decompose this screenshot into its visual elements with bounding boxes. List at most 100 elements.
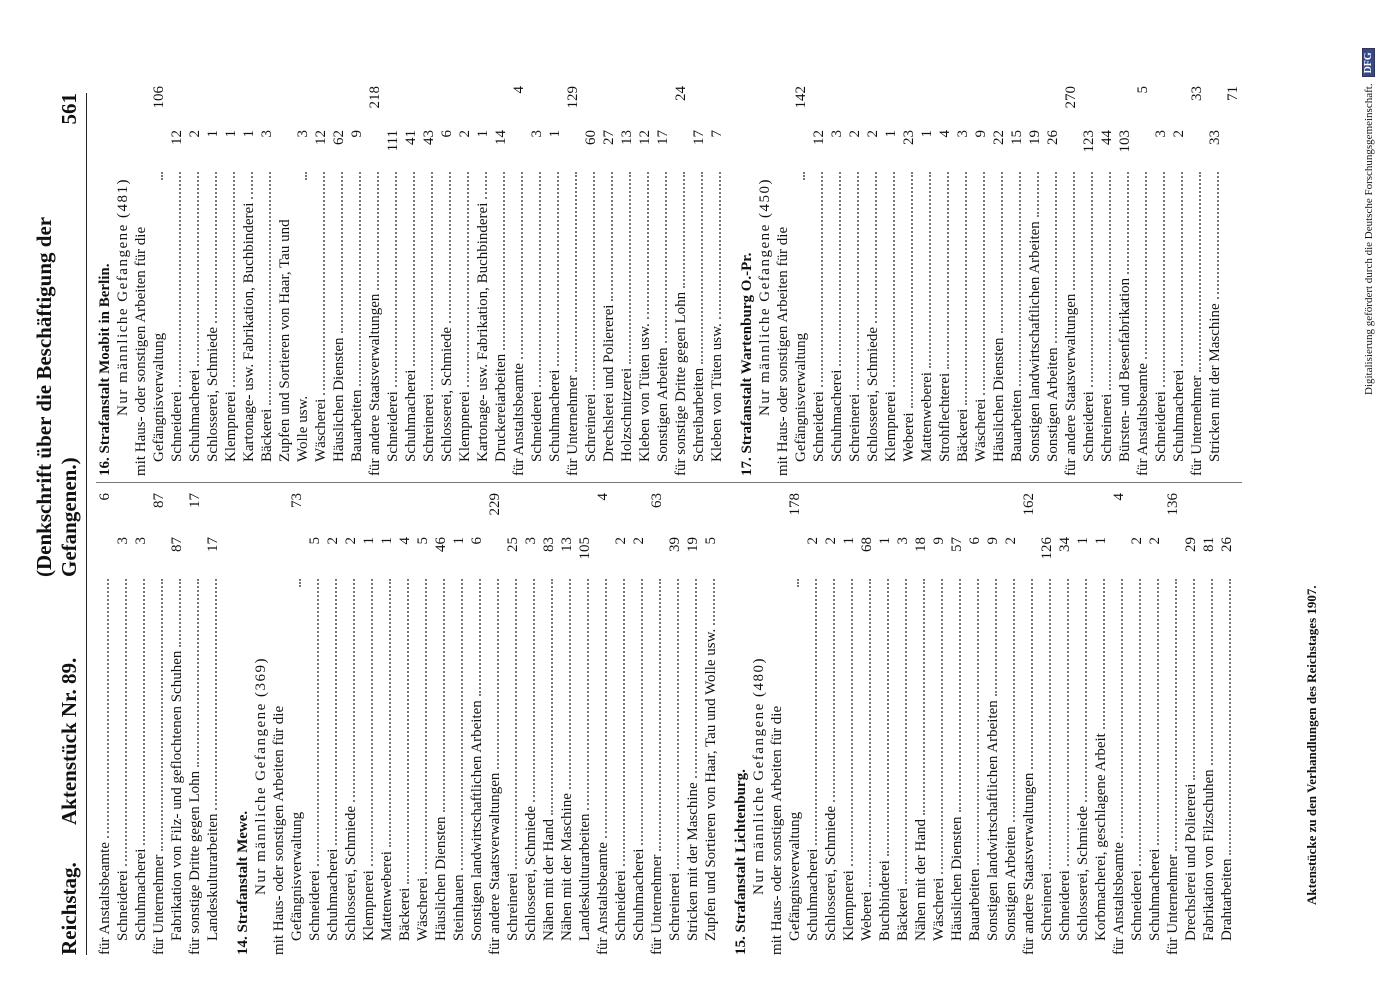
row-label: für andere Staatsverwaltungen [1063,293,1079,476]
row-label: für sonstige Dritte gegen Lohn [673,291,689,476]
row-label: Sonstigen landwirtschaftlichen Arbeiten [985,700,1001,941]
row-label: Kleben von Tüten usw. [709,323,725,462]
item-row: Klempnerei 1 [882,86,900,476]
trailing-number: 71 [1225,86,1241,101]
item-value: 1 [379,537,395,545]
item-value: 41 [403,130,419,145]
item-row: Mattenweberei 1 [918,86,936,476]
row-label: Wäscherei [415,877,431,941]
dot-leader [839,172,841,366]
row-label: Schlosserei, Schmiede [523,806,539,941]
row-label: Weberei [859,891,875,941]
row-label: Stricken mit der Maschine [685,782,701,941]
row-label: Strohflechterei [937,372,953,462]
item-value: 1 [841,537,857,545]
row-label: für Unternehmer [1189,375,1205,476]
row-label: für andere Staatsverwaltungen [487,772,503,955]
dot-leader [467,172,469,388]
item-value: 27 [601,130,617,145]
item-value: 14 [493,130,509,145]
item-value: 3 [295,130,311,138]
section-subheading: Nur männliche Gefangene (480) [751,656,767,895]
item-value: 1 [1093,537,1109,545]
row-label: Häuslichen Diensten [991,337,1007,462]
item-value: 26 [1045,130,1061,145]
dot-leader [1067,579,1069,867]
dot-leader [587,579,589,810]
item-row: Zupfen und Sortieren von Haar, Tau und W… [276,86,312,476]
row-label: für andere Staatsverwaltungen [367,293,383,476]
dot-leader [821,172,823,388]
row-label: Klempnerei [457,391,473,462]
item-row: Drahtarbeiten 26 [1218,493,1236,955]
item-value: 3 [115,537,131,545]
item-row: Drechslerei und Poliererei 27 [600,86,618,476]
row-label: Schlosserei, Schmiede [343,806,359,941]
row-label: Schreinerei [421,393,437,462]
item-row: Sonstigen landwirtschaftlichen Arbeiten 9 [984,493,1002,955]
item-row: Schneiderei 5 [306,493,324,955]
logo: DFG [1362,48,1375,78]
item-row: Schneiderei 2 [612,493,630,955]
item-row: Schuhmacherei 3 [828,86,846,476]
dot-leader [449,172,451,324]
dot-leader [425,579,427,874]
item-value: 34 [1057,537,1073,552]
dot-leader [1199,172,1201,372]
item-row: Bürsten- und Besenfabrikation 103 [1116,86,1134,476]
row-label: Schuhmacherei [1171,369,1187,462]
row-label: Schlosserei, Schmiede [1075,806,1091,941]
row-label: Sonstigen landwirtschaftlichen Arbeiten [1027,221,1043,462]
row-label: Mattenweberei [919,372,935,462]
group-total: 5 [1135,86,1151,94]
item-row: Mattenweberei 1 [378,493,396,955]
item-row: Drechslerei und Poliererei 29 [1182,493,1200,955]
item-row: Bauarbeiten 15 [1008,86,1026,476]
row-label: Drahtarbeiten [1219,858,1235,941]
item-row: Schreinerei 25 [504,493,522,955]
item-value: 3 [955,130,971,138]
item-value: 83 [541,537,557,552]
dot-leader [923,579,925,815]
dot-leader [503,172,505,350]
item-row: Schlosserei, Schmiede 2 [864,86,882,476]
item-value: 17 [691,130,707,145]
dot-leader [269,172,271,405]
item-value: 19 [685,537,701,552]
row-label: Sonstigen landwirtschaftlichen Arbeiten [469,700,485,941]
row-label: Wäscherei [973,398,989,462]
row-label: Steinhauen [451,874,467,941]
group-total: 6 [97,493,113,501]
row-label: Nähen mit der Maschine [559,793,575,941]
item-value: 12 [637,130,653,145]
item-row: Schlosserei, Schmiede 1 [204,86,222,476]
section-subheading: Nur männliche Gefangene (481) [115,177,131,416]
row-label: Bäckerei [397,887,413,941]
item-value: 2 [1171,130,1187,138]
group-row: für Anstaltsbeamte 4 [1110,493,1128,955]
row-label: Schneiderei [613,870,629,941]
row-label: Bäckerei [955,408,971,462]
row-label: für Unternehmer [649,854,665,955]
column: für Anstaltsbeamte 6 Schneiderei 3 Schuhmach… [96,493,1236,955]
item-value: 3 [523,537,539,545]
dot-leader [1091,172,1093,388]
item-value: 12 [169,130,185,145]
row-label: Klempnerei [223,391,239,462]
group-total: 129 [565,86,581,109]
item-row: Druckereiarbeiten 14 [492,86,510,476]
header-left: Reichstag. [57,862,81,955]
group-total: 178 [787,493,803,516]
item-row: Schreinerei 2 [846,86,864,476]
item-value: 57 [949,537,965,552]
row-label: Häuslichen Diensten [433,816,449,941]
item-value: 2 [1129,537,1145,545]
item-row: Schneiderei 12 [810,86,828,476]
footer: Aktenstücke zu den Verhandlungen des Rei… [1304,585,1319,905]
row-label: Bürsten- und Besenfabrikation [1117,277,1133,462]
dot-leader [1145,172,1147,360]
row-label: mit Haus- oder sonstigen Arbeiten für di… [775,226,809,476]
item-value: 29 [1183,537,1199,552]
section-subheading: Nur männliche Gefangene (369) [253,656,269,895]
header-document: Aktenstück Nr. 89. [57,657,81,825]
